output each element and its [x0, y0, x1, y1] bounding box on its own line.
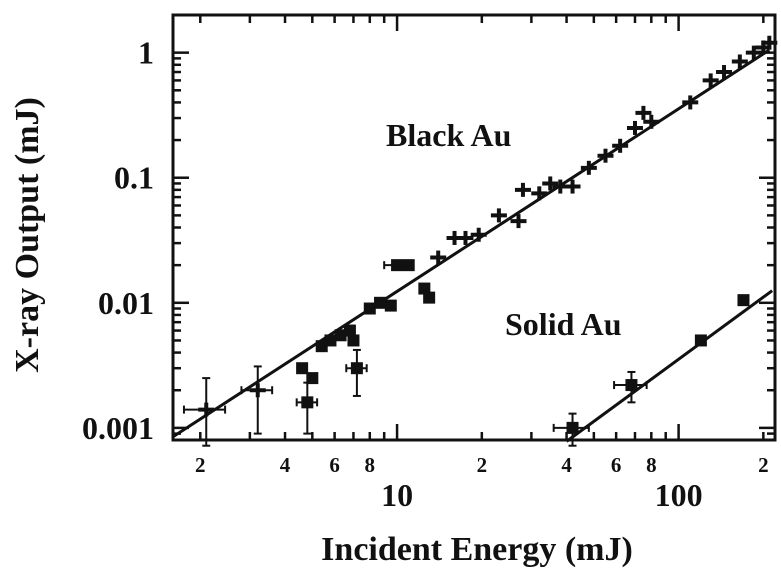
plot-area: [172, 35, 778, 447]
data-point: [597, 148, 614, 163]
data-point: [716, 65, 733, 80]
data-point: [306, 372, 319, 385]
data-point: [643, 114, 660, 129]
x-tick-label: 6: [611, 453, 622, 477]
data-point: [694, 334, 707, 347]
data-point: [566, 421, 579, 434]
data-point: [347, 334, 360, 347]
series-black-au: [172, 35, 778, 447]
x-tick-label: 4: [561, 453, 572, 477]
x-tick-label: 2: [195, 453, 206, 477]
x-tick-label: 2: [758, 453, 769, 477]
data-point: [470, 227, 487, 242]
x-axis-title: Incident Energy (mJ): [321, 531, 633, 568]
data-point: [249, 383, 266, 398]
y-tick-label: 1: [138, 35, 154, 71]
x-tick-label: 8: [646, 453, 657, 477]
data-point: [391, 259, 404, 272]
data-point: [635, 105, 652, 120]
fit-line: [172, 48, 771, 438]
data-point: [625, 379, 638, 392]
data-point: [363, 302, 376, 315]
data-point: [374, 296, 387, 309]
data-point: [580, 160, 597, 175]
data-point: [324, 334, 337, 347]
data-point: [334, 329, 347, 342]
data-point: [296, 362, 309, 375]
x-tick-label-major: 100: [655, 477, 703, 513]
series-label-solid-au: Solid Au: [505, 306, 622, 342]
data-point: [343, 324, 356, 337]
data-point: [457, 230, 474, 245]
y-tick-label: 0.001: [82, 410, 154, 446]
series-label-black-au: Black Au: [386, 117, 511, 153]
data-point: [402, 259, 415, 272]
x-tick-label: 2: [477, 453, 488, 477]
data-point: [423, 291, 436, 304]
data-point: [731, 54, 748, 69]
data-point: [531, 186, 548, 201]
data-point: [612, 138, 629, 153]
data-point: [682, 95, 699, 110]
data-point: [514, 182, 531, 197]
fit-line: [565, 289, 774, 443]
data-point: [430, 250, 447, 265]
series-solid-au: [552, 289, 774, 447]
plot-frame: [171, 13, 777, 442]
data-point: [702, 73, 719, 88]
data-point: [198, 402, 215, 417]
data-point: [384, 299, 397, 312]
data-point: [301, 396, 314, 409]
data-point: [564, 179, 581, 194]
x-tick-label: 4: [280, 453, 291, 477]
y-tick-label: 0.01: [98, 285, 154, 321]
data-point: [510, 214, 527, 229]
y-tick-label: 0.1: [114, 160, 154, 196]
x-tick-label: 8: [365, 453, 376, 477]
x-tick-label-major: 10: [381, 477, 413, 513]
data-point: [350, 362, 363, 375]
data-point: [418, 282, 431, 295]
data-point: [542, 176, 559, 191]
y-axis-title: X-ray Output (mJ): [9, 97, 46, 373]
data-point: [490, 208, 507, 223]
x-tick-label: 6: [329, 453, 340, 477]
data-point: [737, 294, 750, 307]
data-point: [626, 120, 643, 135]
